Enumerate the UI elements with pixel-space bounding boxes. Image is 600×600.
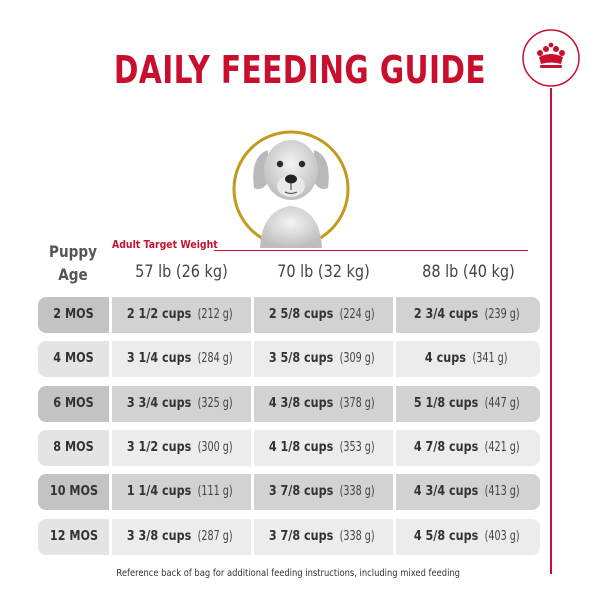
table-row: 6 MOS 3 3/4 cups (325 g) 4 3/8 cups (378… bbox=[38, 386, 540, 422]
age-column-header: Puppy Age bbox=[45, 240, 101, 286]
amount-cell: 3 1/2 cups (300 g) bbox=[112, 430, 251, 466]
amount-cell: 4 3/4 cups (413 g) bbox=[396, 474, 540, 510]
column-header-57lb: 57 lb (26 kg) bbox=[135, 262, 228, 282]
amount-cell: 4 1/8 cups (353 g) bbox=[254, 430, 393, 466]
amount-cell: 4 3/8 cups (378 g) bbox=[254, 386, 393, 422]
page-title: DAILY FEEDING GUIDE bbox=[113, 48, 487, 92]
puppy-icon bbox=[232, 130, 350, 248]
column-header-88lb: 88 lb (40 kg) bbox=[421, 262, 515, 282]
table-row: 4 MOS 3 1/4 cups (284 g) 3 5/8 cups (309… bbox=[38, 341, 540, 377]
amount-cell: 2 1/2 cups (212 g) bbox=[112, 297, 251, 333]
adult-target-weight-label: Adult Target Weight bbox=[112, 238, 218, 251]
amount-cell: 3 5/8 cups (309 g) bbox=[254, 341, 393, 377]
amount-cell: 4 cups (341 g) bbox=[396, 341, 540, 377]
amount-cell: 3 7/8 cups (338 g) bbox=[254, 474, 393, 510]
age-header-line1: Puppy bbox=[49, 242, 97, 261]
footnote: Reference back of bag for additional fee… bbox=[116, 568, 460, 579]
puppy-photo bbox=[232, 130, 350, 248]
amount-cell: 2 3/4 cups (239 g) bbox=[396, 297, 540, 333]
age-header-line2: Age bbox=[58, 265, 88, 284]
age-cell: 10 MOS bbox=[38, 474, 109, 510]
amount-cell: 3 1/4 cups (284 g) bbox=[112, 341, 251, 377]
amount-cell: 4 7/8 cups (421 g) bbox=[396, 430, 540, 466]
amount-cell: 2 5/8 cups (224 g) bbox=[254, 297, 393, 333]
table-row: 12 MOS 3 3/8 cups (287 g) 3 7/8 cups (33… bbox=[38, 519, 540, 555]
table-row: 8 MOS 3 1/2 cups (300 g) 4 1/8 cups (353… bbox=[38, 430, 540, 466]
amount-cell: 1 1/4 cups (111 g) bbox=[112, 474, 251, 510]
amount-cell: 3 3/4 cups (325 g) bbox=[112, 386, 251, 422]
age-cell: 12 MOS bbox=[38, 519, 109, 555]
table-row: 2 MOS 2 1/2 cups (212 g) 2 5/8 cups (224… bbox=[38, 297, 540, 333]
crown-icon bbox=[522, 29, 580, 87]
brand-vertical-line bbox=[550, 88, 552, 574]
amount-cell: 5 1/8 cups (447 g) bbox=[396, 386, 540, 422]
age-cell: 8 MOS bbox=[38, 430, 109, 466]
column-header-70lb: 70 lb (32 kg) bbox=[277, 262, 370, 282]
amount-cell: 3 7/8 cups (338 g) bbox=[254, 519, 393, 555]
amount-cell: 3 3/8 cups (287 g) bbox=[112, 519, 251, 555]
target-weight-underline bbox=[214, 250, 528, 251]
brand-logo bbox=[521, 28, 581, 88]
age-cell: 4 MOS bbox=[38, 341, 109, 377]
age-cell: 2 MOS bbox=[38, 297, 109, 333]
age-cell: 6 MOS bbox=[38, 386, 109, 422]
table-row: 10 MOS 1 1/4 cups (111 g) 3 7/8 cups (33… bbox=[38, 474, 540, 510]
amount-cell: 4 5/8 cups (403 g) bbox=[396, 519, 540, 555]
